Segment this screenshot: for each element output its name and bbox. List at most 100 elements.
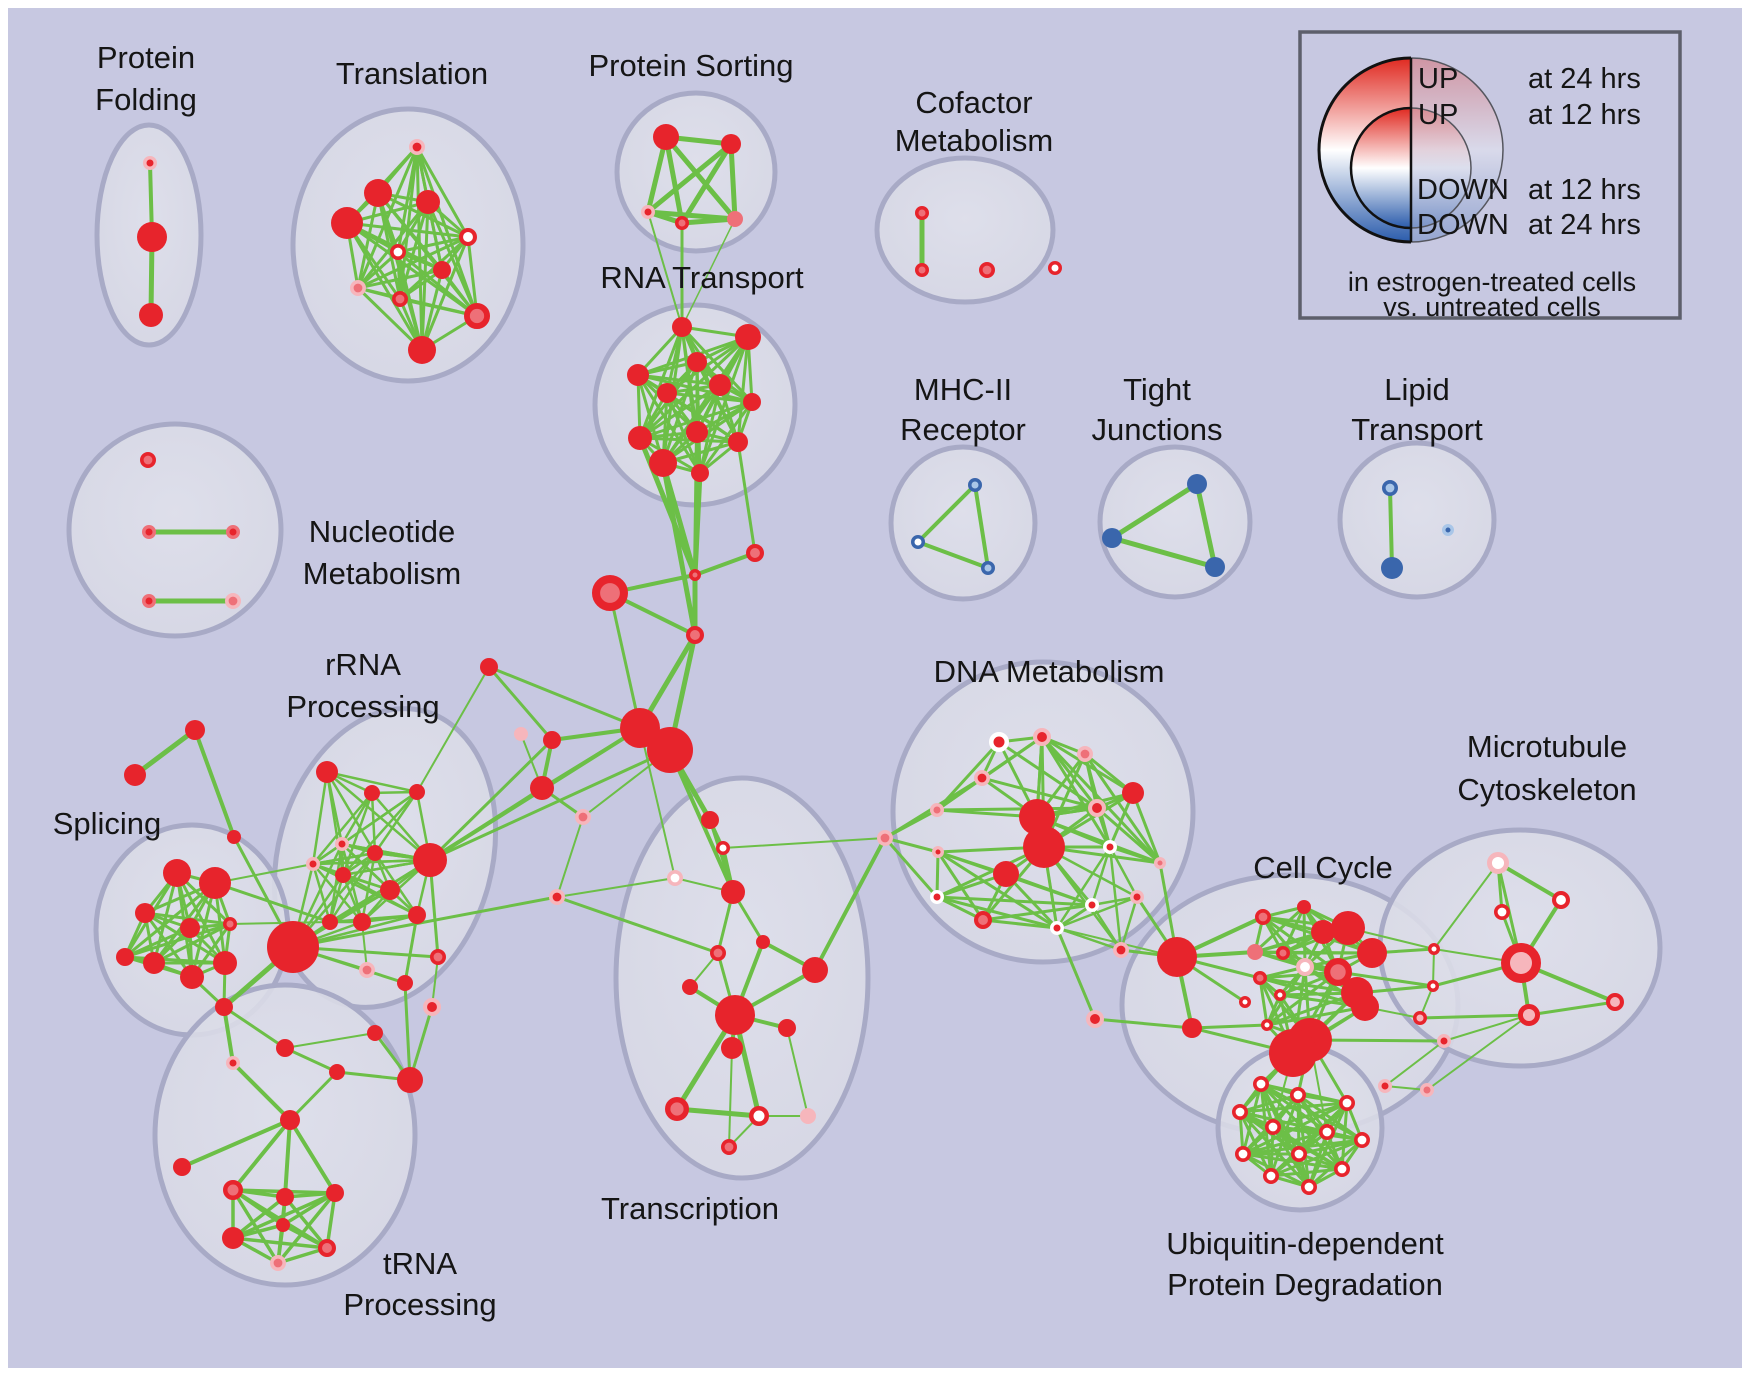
gene-node-tr6 <box>389 244 406 261</box>
gene-node-hx2 <box>276 1188 294 1206</box>
edge-ts12-ts13 <box>674 1106 762 1119</box>
edge-tnc1-tnc3 <box>222 1005 287 1050</box>
gene-node-mtc2 <box>1427 980 1439 992</box>
gene-node-rr13 <box>429 948 446 965</box>
gene-node-tr7 <box>433 261 451 279</box>
edge-mh1-mh3 <box>973 483 990 570</box>
edge-ts7-dc1 <box>813 836 887 972</box>
gene-node-mt1 <box>1486 851 1509 874</box>
edge-dm12-dm19 <box>1108 845 1123 952</box>
gene-node-rt10 <box>728 432 748 452</box>
gene-node-mc3 <box>574 808 591 825</box>
gene-node-ch3 <box>591 574 628 611</box>
edge-cc16-mtc4 <box>1308 1038 1446 1043</box>
cluster-label-mhc-ii-receptor-line2: Receptor <box>900 412 1026 447</box>
cluster-label-transcription: Transcription <box>601 1191 779 1226</box>
gene-node-ps3 <box>641 205 655 219</box>
edge-rr7-rr11 <box>360 851 377 924</box>
cluster-label-microtubule-cytoskeleton-line2: Cytoskeleton <box>1457 772 1636 807</box>
cluster-label-lipid-transport-line1: Lipid <box>1384 372 1450 407</box>
gene-node-mtc4 <box>1437 1034 1451 1048</box>
edge-mtc3-mt5 <box>1418 1013 1531 1020</box>
cluster-label-protein-sorting: Protein Sorting <box>588 48 793 83</box>
gene-node-tnc5 <box>280 1110 300 1130</box>
edge-hx2-hx4 <box>231 1195 287 1240</box>
gene-node-hb2 <box>647 727 693 773</box>
edge-ub3-ub4 <box>1238 1101 1349 1114</box>
edge-rr2-rr4 <box>340 791 374 846</box>
gene-node-tr11 <box>408 336 436 364</box>
legend-inner-left-outline <box>1349 106 1412 230</box>
edge-rr3-rr7 <box>373 790 419 855</box>
gene-node-tr4 <box>416 190 440 214</box>
edge-tcc-ts5 <box>555 895 720 955</box>
edge-rr1-rr7 <box>325 770 377 855</box>
edge-tr3-tr11 <box>345 221 424 352</box>
edge-tr5-tr6 <box>396 235 470 254</box>
gene-node-mt4 <box>1501 943 1541 983</box>
gene-node-hb1 <box>620 708 660 748</box>
gene-node-hx1 <box>223 1180 243 1200</box>
cluster-label-tight-junctions-line1: Tight <box>1123 372 1191 407</box>
cluster-label-dna-metabolism: DNA Metabolism <box>934 654 1165 689</box>
edge-ub10-ub11 <box>1269 1167 1344 1178</box>
edge-rr3-rr6 <box>341 790 419 877</box>
gene-node-mc5 <box>480 658 498 676</box>
gene-node-sp1 <box>163 859 191 887</box>
edge-tcc-ts3 <box>556 877 676 898</box>
gene-node-rt12 <box>691 464 709 482</box>
gene-node-tj3 <box>1205 557 1225 577</box>
gene-node-ts3 <box>666 869 683 886</box>
gene-node-rr9 <box>380 880 400 900</box>
gene-node-sp7 <box>143 952 165 974</box>
edge-ts3-hb1 <box>639 727 676 879</box>
edge-tnc1-tnc2 <box>222 1005 235 1065</box>
gene-node-sp2 <box>199 867 231 899</box>
edge-sp1-sp9 <box>175 871 227 965</box>
gene-node-cc10 <box>1253 971 1267 985</box>
edge-ub7-ub12 <box>1307 1138 1364 1189</box>
gene-node-tcc <box>548 888 565 905</box>
edge-sp2-rr5 <box>214 863 314 884</box>
gene-node-rr4 <box>335 837 349 851</box>
gene-node-sp9 <box>213 951 237 975</box>
gene-node-ts14 <box>799 1108 816 1125</box>
gene-node-tnc3 <box>276 1039 294 1057</box>
gene-node-dm3 <box>1077 745 1094 762</box>
edge-tnc3-tnc4 <box>283 1046 339 1074</box>
gene-node-ub6 <box>1319 1124 1336 1141</box>
gene-node-ps2 <box>721 134 741 154</box>
edge-rr7-rr12 <box>328 851 377 924</box>
edge-tnc5-hx2 <box>283 1118 292 1199</box>
gene-node-tr9 <box>391 290 408 307</box>
gene-node-dm18 <box>974 911 993 930</box>
legend-outer-left-outline <box>1317 56 1412 244</box>
gene-node-rr15 <box>397 975 413 991</box>
gene-node-mt5 <box>1517 1003 1540 1026</box>
edge-tr7-tr8 <box>356 268 444 290</box>
edge-dc1-dm17 <box>883 836 939 899</box>
gene-node-ch4 <box>686 626 705 645</box>
edge-rt9-ch2 <box>693 430 699 577</box>
cluster-label-nucleotide-metabolism-line1: Nucleotide <box>309 514 455 549</box>
gene-node-rt9 <box>686 421 708 443</box>
edge-rt8-ch2 <box>637 435 698 578</box>
edge-tr1-tr5 <box>415 145 470 239</box>
edge-ub7-ub9 <box>1297 1138 1364 1156</box>
edge-mtc4-mtc5 <box>1384 1040 1445 1087</box>
edge-cc10-cc13 <box>1258 976 1269 1027</box>
gene-node-cc12 <box>1239 996 1251 1008</box>
gene-node-tr10 <box>463 302 490 329</box>
cluster-bubble-translation <box>290 106 526 384</box>
gene-node-tnc1 <box>215 998 233 1016</box>
edge-rr15-rr10 <box>403 913 419 985</box>
gene-node-dm6 <box>1122 782 1144 804</box>
edge-ps2-ps4 <box>679 141 734 226</box>
edge-dm14-dm19 <box>1119 895 1139 952</box>
gene-node-dm1 <box>989 732 1009 752</box>
gene-node-cc9 <box>1324 958 1353 987</box>
cluster-label-cell-cycle: Cell Cycle <box>1253 850 1393 885</box>
cluster-bubble-tight-junctions <box>1097 444 1253 600</box>
gene-node-dm4 <box>973 769 990 786</box>
gene-node-rr12 <box>322 914 338 930</box>
